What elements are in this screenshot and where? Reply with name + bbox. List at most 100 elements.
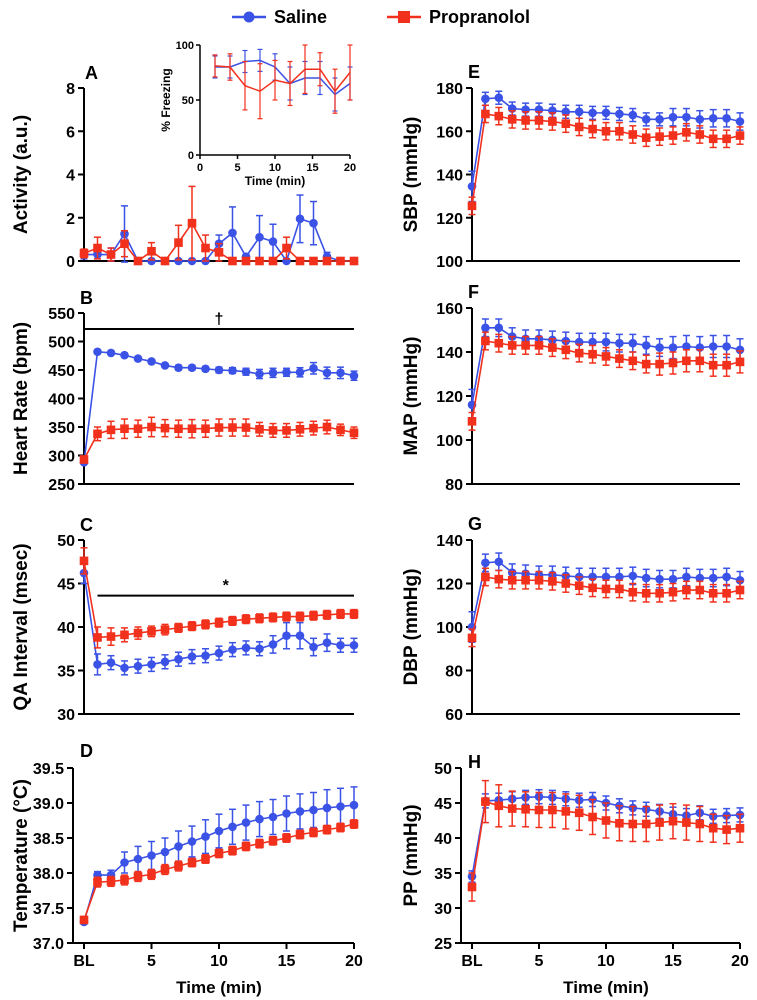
series-propranolol-point	[682, 818, 691, 827]
series-propranolol-point	[641, 588, 651, 598]
y-tick-label: 39.0	[33, 796, 64, 813]
series-propranolol-point	[255, 614, 264, 623]
series-propranolol-point	[106, 425, 116, 435]
series-saline-point	[655, 343, 664, 352]
series-saline-point	[722, 342, 731, 351]
series-propranolol-point	[93, 429, 102, 439]
series-propranolol-point	[615, 819, 624, 828]
y-tick-label: 120	[436, 211, 463, 228]
series-propranolol-point	[309, 828, 318, 837]
series-saline-point	[133, 354, 143, 363]
y-tick-label: 35	[57, 664, 75, 681]
series-propranolol-point	[309, 423, 318, 433]
series-propranolol-point	[574, 122, 584, 132]
series-saline-point	[735, 575, 745, 585]
series-propranolol-point	[241, 614, 251, 624]
series-propranolol-point	[133, 424, 143, 434]
legend: Saline Propranolol	[232, 7, 530, 27]
y-tick-label: 80	[445, 477, 463, 494]
series-propranolol-point	[120, 630, 129, 640]
y-tick-label: 100	[436, 620, 463, 637]
series-propranolol-point	[93, 877, 102, 887]
panel-C: 30 35 40 45 50 QA Interval (msec) C *	[11, 515, 359, 724]
inset-x-tick-label: 0	[197, 162, 203, 174]
series-propranolol-point	[735, 357, 745, 367]
series-propranolol-point	[467, 882, 477, 892]
series-propranolol-point	[534, 116, 544, 125]
series-propranolol-point	[682, 356, 691, 366]
series-propranolol-point	[282, 612, 291, 621]
series-propranolol-point	[201, 620, 210, 629]
series-saline-point	[120, 858, 129, 867]
series-propranolol-point	[228, 616, 237, 626]
series-propranolol-point	[349, 609, 359, 619]
series-propranolol-point	[735, 585, 745, 595]
panel-D: 37.0 37.5 38.0 38.5 39.0 39.5 BL 5 10 15 20 Time (m…	[11, 741, 363, 997]
y-tick-label: 37.0	[33, 936, 64, 953]
series-propranolol-point	[695, 585, 705, 595]
y-tick-label: 0	[66, 254, 75, 271]
series-propranolol-point	[214, 849, 224, 858]
series-saline-point	[349, 800, 359, 810]
series-saline-point	[641, 115, 651, 124]
series-propranolol-point	[682, 585, 691, 595]
series-saline-point	[494, 323, 504, 333]
y-tick-label: 38.0	[33, 866, 64, 883]
series-propranolol-point	[349, 256, 359, 266]
series-saline-point	[628, 110, 638, 120]
y-tick-label: 45	[57, 577, 75, 594]
y-tick-label: 350	[48, 420, 75, 437]
series-saline-point	[282, 367, 291, 377]
series-saline-point	[106, 348, 116, 358]
series-propranolol-point	[641, 133, 651, 143]
panel-A: 0 2 4 6 8 Activity (a.u.) A 0 50 100 0 5 10 15 20 Time …	[11, 40, 359, 271]
series-saline-point	[574, 107, 584, 117]
series-saline-point	[147, 851, 156, 860]
series-propranolol-point	[322, 610, 332, 620]
series-propranolol-point	[133, 256, 143, 266]
series-propranolol-point	[467, 201, 477, 211]
series-propranolol-point	[160, 625, 170, 634]
y-tick-label: 60	[445, 707, 463, 724]
series-propranolol-point	[494, 801, 504, 811]
series-saline-point	[214, 826, 224, 836]
series-propranolol-point	[588, 349, 597, 359]
series-propranolol-point	[228, 256, 237, 266]
inset-y-tick-label: 50	[182, 95, 194, 107]
series-saline-point	[201, 651, 210, 661]
series-propranolol-point	[322, 422, 332, 432]
series-propranolol-point	[79, 455, 89, 464]
series-propranolol-point	[668, 131, 678, 140]
series-propranolol-point	[147, 627, 156, 636]
legend-saline-marker	[243, 11, 255, 23]
series-propranolol-point	[336, 609, 345, 619]
series-propranolol-point	[120, 424, 129, 434]
series-saline-point	[695, 115, 705, 124]
series-propranolol-point	[588, 124, 597, 134]
series-saline-point	[268, 368, 278, 378]
series-saline-point	[255, 232, 264, 242]
series-propranolol-point	[160, 256, 170, 266]
series-propranolol-point	[268, 256, 278, 266]
series-saline-point	[255, 814, 264, 824]
series-propranolol-point	[735, 131, 745, 140]
series-saline-point	[615, 109, 624, 119]
y-axis-title: QA Interval (msec)	[11, 543, 32, 710]
series-propranolol-point	[601, 816, 611, 825]
series-propranolol-point	[668, 587, 678, 597]
series-saline-point	[309, 363, 318, 373]
inset-y-tick-label: 0	[188, 150, 194, 162]
series-propranolol-point	[507, 575, 517, 585]
series-saline-point	[309, 805, 318, 815]
series-propranolol-point	[628, 819, 638, 829]
series-propranolol-point	[494, 574, 504, 584]
series-saline-point	[481, 323, 490, 333]
series-saline-point	[695, 573, 705, 583]
series-saline-point	[241, 818, 251, 827]
series-propranolol-point	[534, 575, 544, 585]
series-saline-point	[147, 357, 156, 366]
series-propranolol-point	[615, 126, 624, 136]
series-saline-point	[255, 644, 264, 654]
series-saline-point	[708, 113, 718, 123]
series-propranolol-point	[174, 861, 183, 871]
